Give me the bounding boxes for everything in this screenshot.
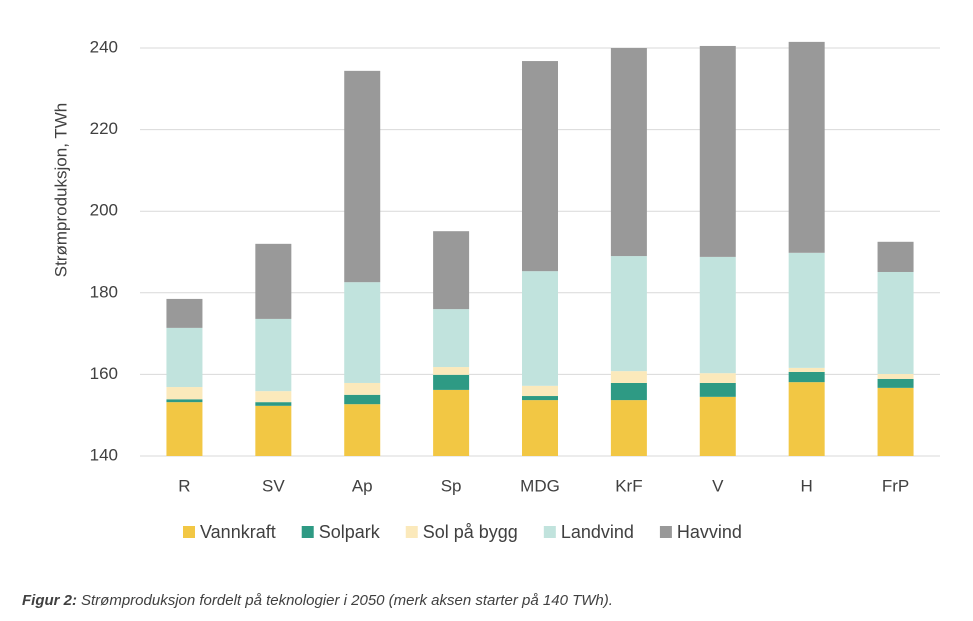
legend-label: Vannkraft <box>200 522 276 542</box>
legend-label: Sol på bygg <box>423 522 518 542</box>
bar-segment <box>166 387 203 400</box>
bar-segment <box>699 396 736 456</box>
bar-segment <box>522 396 558 401</box>
bar-segment <box>166 327 203 388</box>
bar-segment <box>433 389 470 456</box>
y-tick-label: 240 <box>90 37 118 56</box>
bar-segment <box>166 298 203 328</box>
bar-segment <box>699 45 736 257</box>
bar-segment <box>433 374 470 390</box>
bar-segment <box>610 382 647 401</box>
x-tick-label: H <box>801 476 813 495</box>
bar-segment <box>255 243 292 319</box>
x-tick-label: Ap <box>352 476 373 495</box>
bar-segment <box>255 405 292 456</box>
y-axis-label: Strømproduksjon, TWh <box>51 103 70 277</box>
bar-segment <box>877 271 914 374</box>
bar-segment <box>788 367 825 372</box>
bar-segment <box>344 70 381 283</box>
bar-segment <box>610 256 647 372</box>
legend-swatch <box>301 526 314 538</box>
x-tick-label: Sp <box>441 476 462 495</box>
legend-swatch <box>543 526 556 538</box>
bar-segment <box>433 231 470 310</box>
bar-segment <box>344 382 381 395</box>
bar-segment <box>522 385 558 397</box>
y-tick-label: 180 <box>90 282 118 301</box>
bar-segment <box>610 371 647 383</box>
bar-segment <box>255 391 292 403</box>
bar-segment <box>788 41 825 253</box>
caption-text: Strømproduksjon fordelt på teknologier i… <box>81 592 613 609</box>
legend-swatch <box>659 526 672 538</box>
x-tick-label: FrP <box>882 476 909 495</box>
caption: Figur 2: Strømproduksjon fordelt på tekno… <box>22 592 613 609</box>
legend-label: Solpark <box>319 522 381 542</box>
bar-segment <box>788 371 825 383</box>
bar-segment <box>699 382 736 397</box>
y-tick-label: 220 <box>90 119 118 138</box>
y-tick-label: 160 <box>90 364 118 383</box>
bar-segment <box>877 373 914 379</box>
bar-segment <box>877 241 914 272</box>
bar-segment <box>522 271 558 386</box>
x-tick-label: R <box>178 476 190 495</box>
bar-segment <box>433 309 470 368</box>
y-tick-label: 140 <box>90 445 118 464</box>
bar-segment <box>344 404 381 456</box>
bar-segment <box>610 48 647 257</box>
bar-segment <box>255 318 292 392</box>
bar-segment <box>788 382 825 456</box>
bar-segment <box>877 378 914 388</box>
bar-segment <box>166 402 203 456</box>
x-tick-label: SV <box>262 476 285 495</box>
bar-segment <box>255 402 292 406</box>
bar-segment <box>433 367 470 375</box>
legend-label: Havvind <box>677 522 742 542</box>
bar-segment <box>699 373 736 383</box>
bar-segment <box>344 282 381 383</box>
x-tick-label: V <box>712 476 724 495</box>
bar-segment <box>166 399 203 403</box>
bar-segment <box>788 252 825 368</box>
legend-label: Landvind <box>561 522 634 542</box>
bar-segment <box>699 256 736 374</box>
legend-swatch <box>183 526 195 538</box>
legend-swatch <box>405 526 418 538</box>
bar-segment <box>522 61 558 272</box>
y-tick-label: 200 <box>90 201 118 220</box>
caption-label: Figur 2: <box>22 592 77 609</box>
bar-segment <box>522 400 558 456</box>
bar-segment <box>344 394 381 405</box>
x-tick-label: KrF <box>615 476 642 495</box>
x-tick-label: MDG <box>520 476 560 495</box>
bar-segment <box>610 400 647 456</box>
bar-segment <box>877 387 914 456</box>
